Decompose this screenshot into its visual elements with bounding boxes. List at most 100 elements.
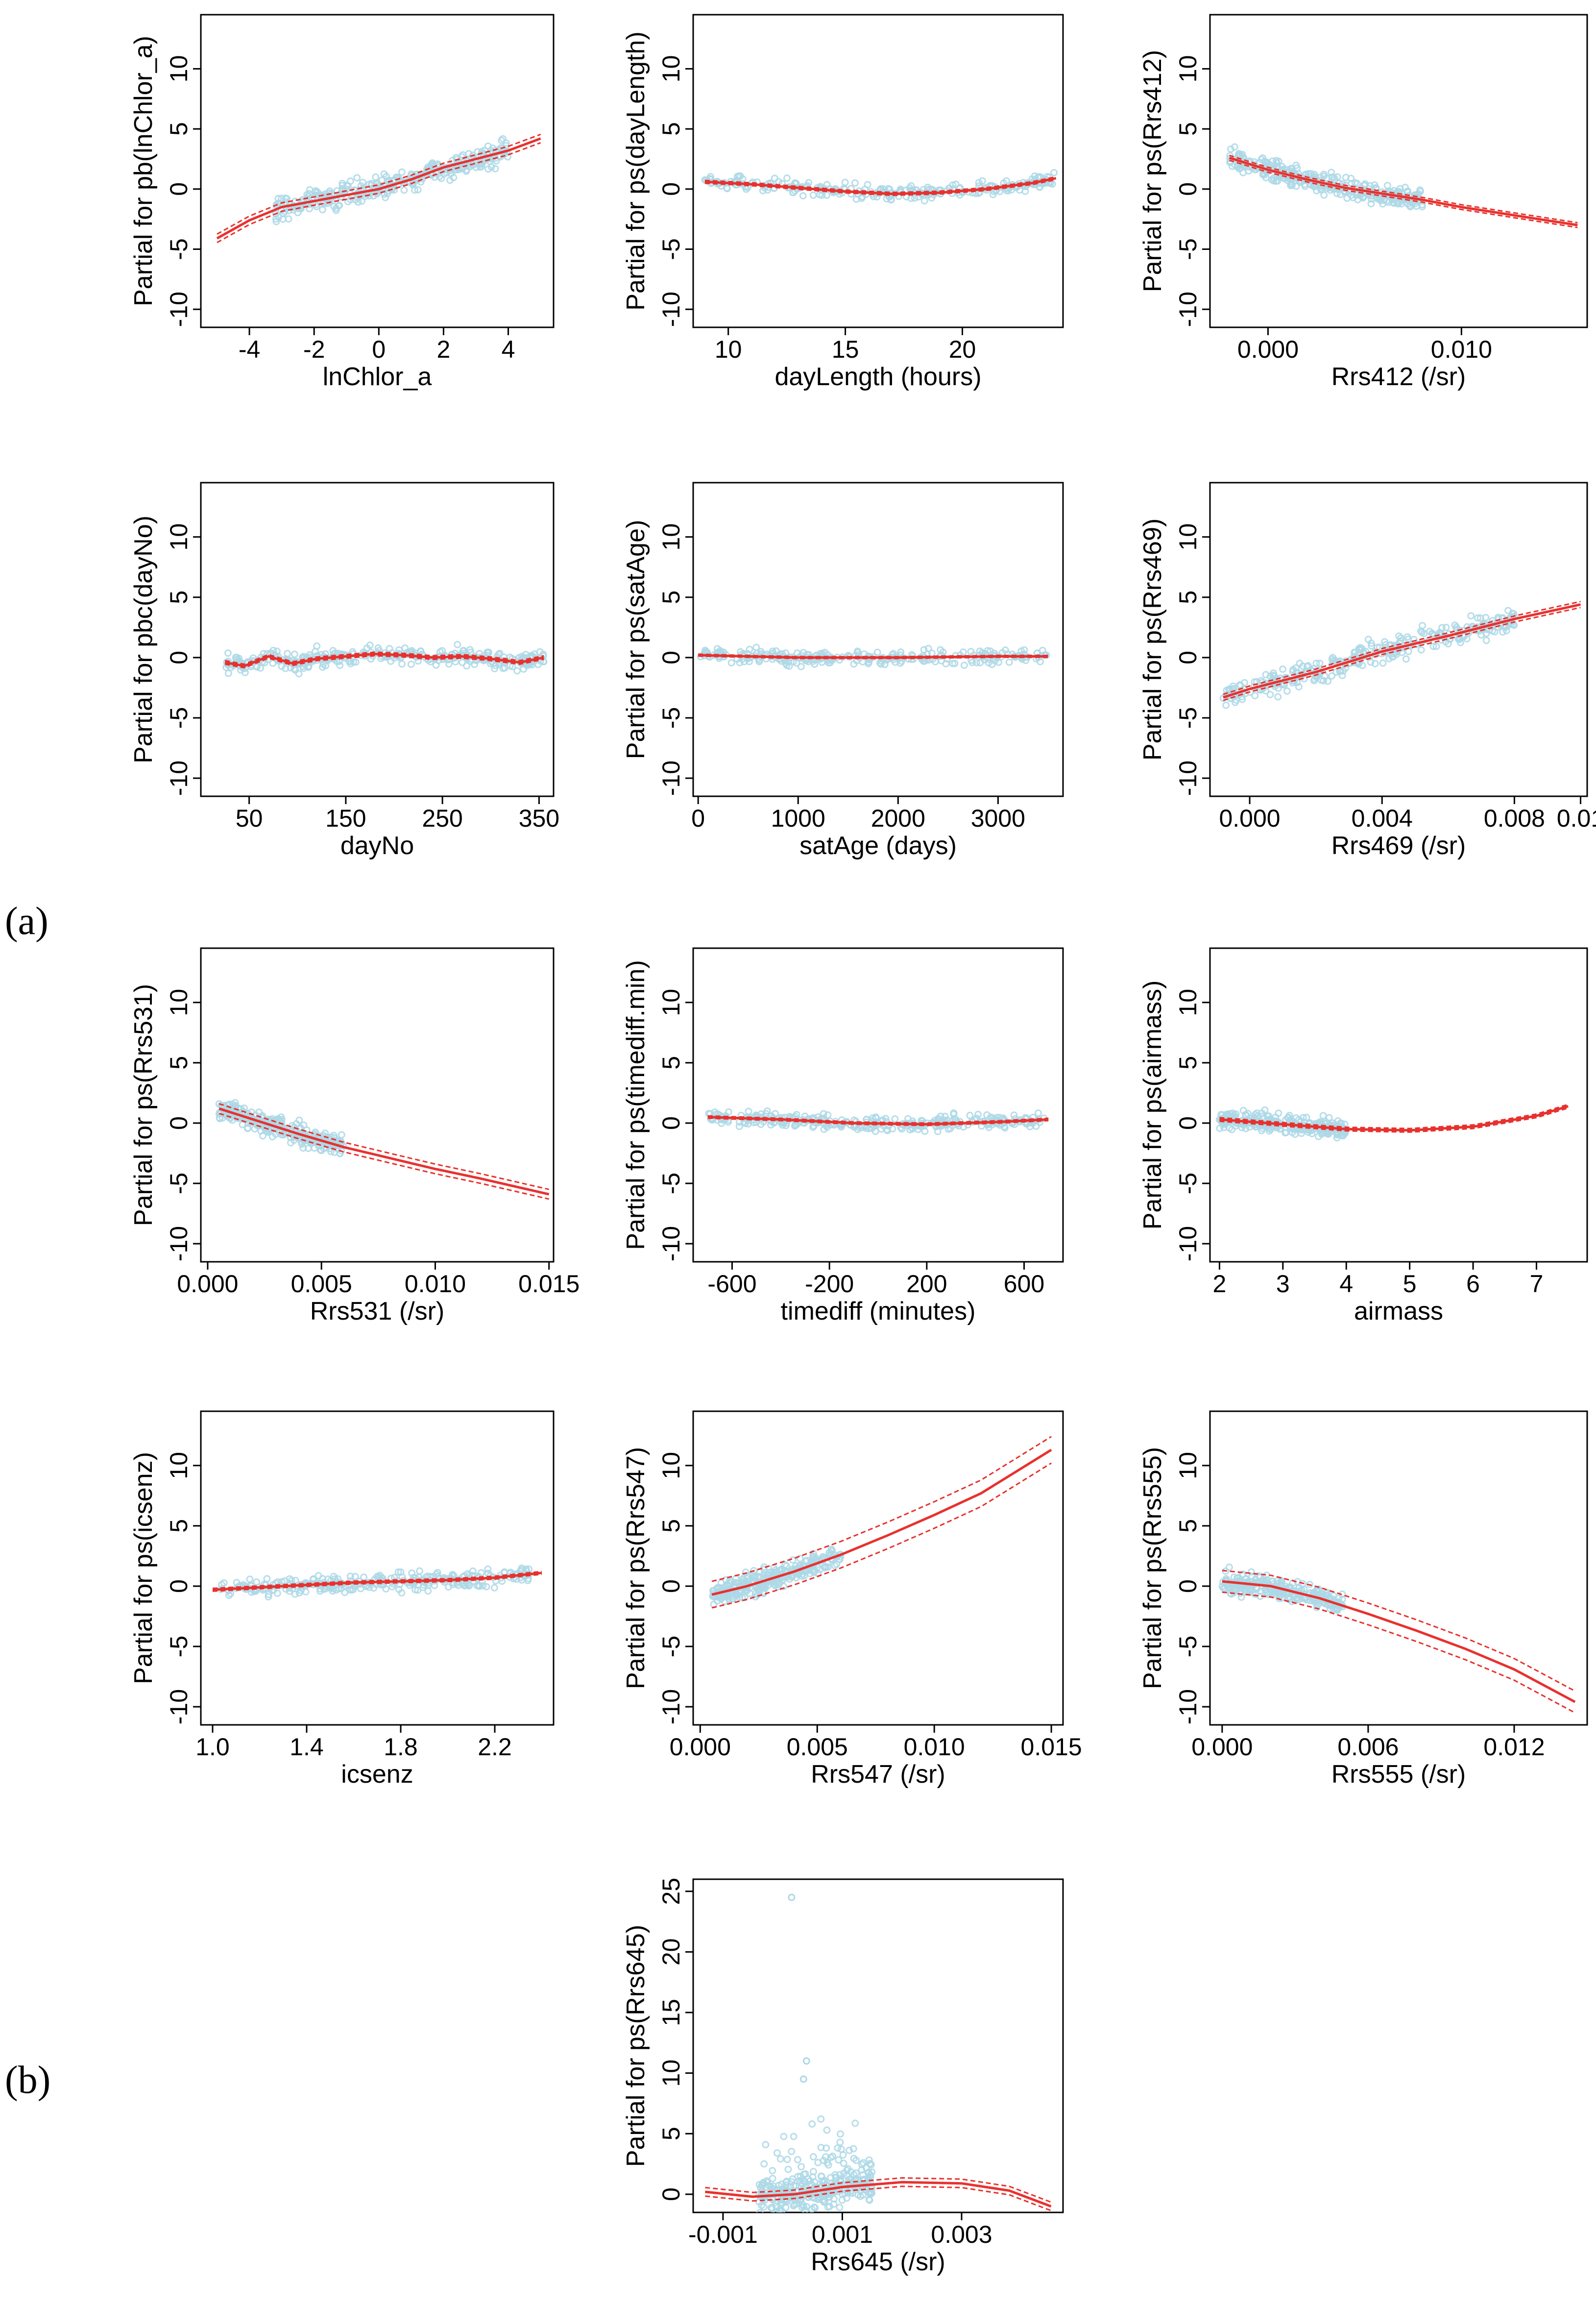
y-tick-label: -10 [657, 292, 685, 327]
data-point [808, 2120, 816, 2128]
x-axis-label: timediff (minutes) [781, 1297, 976, 1325]
y-axis-label: Partial for ps(Rrs645) [622, 1925, 650, 2167]
data-point [1306, 1596, 1314, 1604]
data-point [317, 1147, 325, 1154]
data-point [1227, 145, 1234, 153]
data-point [1319, 1112, 1327, 1120]
data-point [911, 194, 919, 202]
data-point [1222, 701, 1230, 709]
data-point [224, 649, 232, 657]
y-tick-label: 10 [165, 1452, 193, 1479]
data-point [798, 2204, 806, 2211]
data-point [1299, 663, 1306, 670]
data-point [290, 650, 298, 658]
data-point [1278, 1578, 1285, 1586]
data-point [484, 1565, 492, 1573]
data-point [960, 662, 968, 669]
data-point [897, 648, 905, 656]
y-tick-label: -5 [165, 238, 193, 260]
plot-frame [200, 1410, 555, 1726]
plot-frame [1209, 14, 1588, 328]
data-point [1306, 1581, 1313, 1588]
data-point [1283, 687, 1291, 695]
data-point [824, 2194, 832, 2201]
y-tick-label: -5 [1174, 1173, 1202, 1194]
y-tick-label: 5 [165, 122, 193, 136]
data-point [849, 2145, 857, 2153]
data-point [821, 2177, 828, 2184]
x-tick-label: 0.012 [1483, 1733, 1545, 1761]
data-point [312, 191, 319, 199]
y-tick-label: -5 [657, 1636, 685, 1657]
x-tick-label: 0.000 [177, 1270, 238, 1298]
data-point [790, 2182, 798, 2190]
y-tick-label: -5 [165, 707, 193, 729]
data-point [491, 165, 499, 172]
x-tick-label: 5 [1403, 1270, 1417, 1298]
plot-frame [692, 1878, 1064, 2213]
plot-frame [200, 482, 555, 797]
data-point [1353, 180, 1361, 187]
fit-line [707, 1116, 1049, 1126]
data-point [1037, 658, 1044, 665]
data-point [432, 661, 440, 669]
plot-frame [1209, 947, 1588, 1263]
data-point [1336, 667, 1344, 675]
y-tick-label: -5 [165, 1636, 193, 1657]
x-tick-label: -0.001 [688, 2221, 758, 2248]
data-point [312, 187, 320, 195]
data-point [1474, 614, 1481, 622]
data-point [447, 170, 455, 177]
y-tick-label: 0 [657, 182, 685, 196]
data-point [329, 1585, 337, 1593]
y-tick-label: 0 [1174, 1579, 1202, 1593]
data-point [513, 667, 521, 675]
data-point [1419, 622, 1427, 630]
data-point [224, 669, 232, 677]
data-point [282, 664, 290, 672]
data-point [835, 2156, 843, 2164]
data-point [1239, 154, 1247, 161]
x-tick-label: 0.000 [1219, 805, 1280, 832]
data-point [1418, 629, 1426, 637]
fit-line [1229, 156, 1578, 226]
data-point [1287, 180, 1295, 188]
y-axis-label: Partial for ps(dayLength) [622, 31, 650, 310]
y-tick-label: 10 [1174, 1452, 1202, 1479]
data-point [473, 1582, 481, 1590]
lower-band [212, 1573, 542, 1592]
y-tick-label: -10 [165, 1226, 193, 1261]
data-point [398, 660, 406, 668]
y-tick-label: 5 [165, 590, 193, 604]
data-point [506, 662, 514, 670]
data-point [844, 2165, 852, 2173]
plot-frame [200, 14, 555, 328]
data-point [300, 1121, 308, 1129]
data-point [763, 1107, 771, 1115]
data-point [1499, 628, 1507, 636]
data-point [474, 148, 482, 156]
data-point [225, 1114, 233, 1122]
data-point [978, 177, 986, 185]
data-point [829, 2152, 837, 2160]
data-point [806, 1570, 814, 1577]
data-point [235, 655, 243, 662]
data-point [1442, 623, 1450, 631]
data-point [299, 1144, 307, 1152]
data-point [477, 1569, 485, 1577]
upper-band [1223, 601, 1581, 695]
data-point [791, 2201, 798, 2209]
x-tick-label: 0.000 [670, 1733, 731, 1761]
data-point [1376, 643, 1383, 651]
data-point [1379, 659, 1387, 667]
y-axis-label: Partial for ps(Rrs555) [1138, 1447, 1167, 1689]
data-point [522, 1565, 530, 1573]
plot-area [705, 1893, 1052, 2212]
data-point [1367, 639, 1375, 647]
data-point [1402, 655, 1410, 663]
y-axis-label: Partial for ps(icsenz) [129, 1452, 158, 1684]
data-point [1328, 173, 1336, 181]
x-tick-label: -600 [707, 1270, 756, 1298]
x-tick-label: 15 [832, 336, 859, 363]
